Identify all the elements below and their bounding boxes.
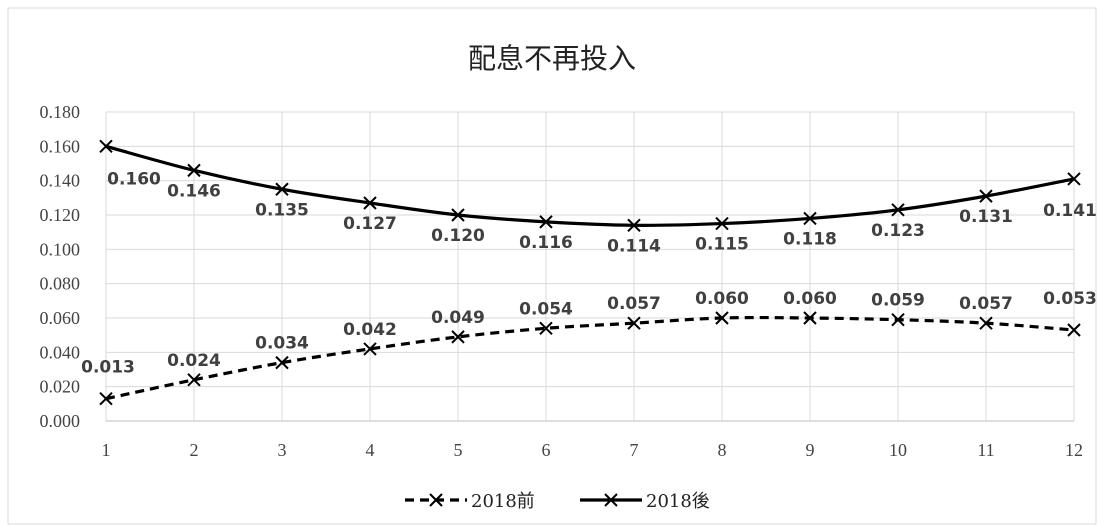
data-label: 0.135: [255, 200, 309, 220]
data-label: 0.054: [519, 299, 573, 319]
x-tick-label: 10: [889, 440, 907, 460]
data-label: 0.024: [167, 351, 221, 371]
data-label: 0.123: [871, 221, 925, 241]
x-tick-label: 7: [630, 440, 639, 460]
data-label: 0.042: [343, 320, 397, 340]
x-tick-label: 9: [806, 440, 815, 460]
data-point-marker: [187, 373, 201, 387]
data-label: 0.049: [431, 308, 485, 328]
data-point-marker: [363, 342, 377, 356]
legend-swatch-marker: [429, 493, 443, 507]
legend-label: 2018後: [646, 491, 710, 512]
data-label: 0.160: [107, 169, 161, 189]
y-tick-label: 0.080: [40, 274, 81, 294]
data-label: 0.013: [81, 358, 135, 378]
data-label: 0.146: [167, 181, 221, 201]
x-tick-label: 11: [977, 440, 994, 460]
data-point-marker: [363, 196, 377, 210]
data-point-marker: [891, 203, 905, 217]
data-point-marker: [627, 316, 641, 330]
data-point-marker: [451, 330, 465, 344]
y-tick-label: 0.100: [40, 239, 81, 259]
y-tick-label: 0.180: [40, 102, 81, 122]
data-point-marker: [979, 316, 993, 330]
data-label: 0.120: [431, 226, 485, 246]
x-tick-label: 12: [1065, 440, 1083, 460]
x-tick-label: 6: [542, 440, 551, 460]
x-tick-label: 8: [718, 440, 727, 460]
legend-item: 2018後: [580, 491, 710, 512]
data-point-marker: [715, 216, 729, 231]
y-tick-label: 0.120: [40, 205, 81, 225]
data-point-marker: [187, 163, 201, 178]
data-point-marker: [275, 182, 289, 196]
x-tick-label: 2: [190, 440, 199, 460]
data-point-marker: [891, 313, 905, 327]
data-label: 0.034: [255, 334, 309, 354]
y-tick-label: 0.040: [40, 342, 81, 362]
data-point-marker: [275, 355, 289, 370]
series-group: [99, 139, 1081, 406]
x-tick-label: 4: [366, 440, 375, 460]
data-label: 0.127: [343, 214, 397, 234]
data-label: 0.115: [695, 235, 749, 255]
data-label: 0.060: [695, 289, 749, 309]
data-label: 0.057: [607, 294, 661, 314]
data-label: 0.141: [1043, 201, 1097, 221]
data-label: 0.116: [519, 233, 573, 253]
y-tick-label: 0.020: [40, 377, 81, 397]
x-tick-label: 1: [102, 440, 111, 460]
data-point-marker: [803, 211, 817, 226]
y-tick-label: 0.060: [40, 308, 81, 328]
series-line-before-2018: [105, 315, 1075, 401]
data-label: 0.114: [607, 236, 661, 256]
data-label: 0.057: [959, 294, 1013, 314]
data-point-marker: [715, 311, 729, 325]
data-point-marker: [1067, 172, 1081, 186]
y-tick-label: 0.160: [40, 136, 81, 156]
x-tick-label: 5: [454, 440, 463, 460]
axes: 0.000 0.020 0.040 0.060 0.080 0.100 0.120 0.140…: [40, 102, 1084, 460]
data-label: 0.118: [783, 229, 837, 249]
data-point-marker: [803, 311, 817, 325]
legend-swatch-marker: [604, 493, 618, 507]
y-tick-label: 0.140: [40, 171, 81, 191]
legend-label: 2018前: [471, 491, 535, 512]
y-tick-label: 0.000: [40, 411, 81, 431]
data-point-marker: [1067, 323, 1081, 337]
data-label: 0.131: [959, 207, 1013, 227]
chart-title: 配息不再投入: [468, 42, 636, 75]
data-point-marker: [451, 208, 465, 222]
data-point-marker: [539, 321, 553, 336]
chart-border: [7, 7, 1097, 525]
legend: 2018前 2018後: [405, 491, 710, 512]
gridlines: [105, 111, 1075, 422]
data-label: 0.060: [783, 289, 837, 309]
data-label: 0.053: [1043, 289, 1097, 309]
data-label: 0.059: [871, 291, 925, 311]
x-tick-label: 3: [278, 440, 287, 460]
data-labels: 0.013 0.024 0.034 0.042 0.049 0.054 0.057 0.060…: [81, 169, 1097, 377]
data-point-marker: [627, 218, 641, 233]
data-point-marker: [99, 391, 113, 406]
data-point-marker: [979, 189, 993, 203]
data-point-marker: [99, 139, 113, 154]
data-point-marker: [539, 215, 553, 229]
series-line-after-2018: [105, 144, 1075, 227]
legend-item: 2018前: [405, 491, 535, 512]
